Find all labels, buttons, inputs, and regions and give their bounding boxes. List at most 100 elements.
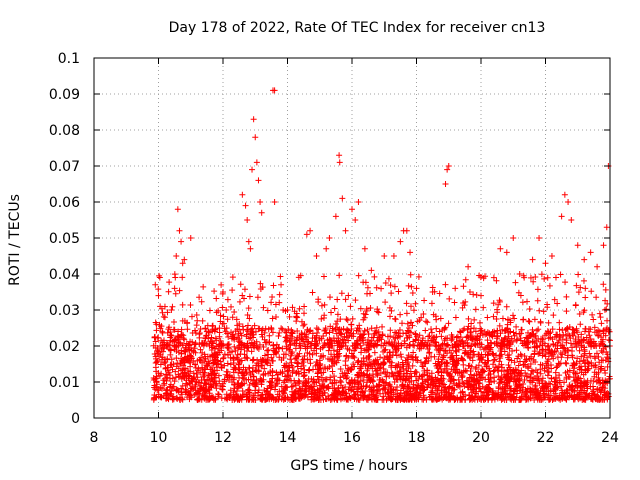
data-point	[585, 340, 592, 347]
data-point	[571, 365, 578, 372]
data-point	[320, 377, 327, 384]
data-point	[299, 392, 306, 399]
y-axis-label: ROTI / TECUs	[7, 194, 23, 286]
data-point	[197, 346, 204, 353]
data-point	[233, 316, 240, 323]
data-point	[340, 342, 347, 349]
data-point	[453, 334, 460, 341]
data-point	[415, 336, 422, 343]
data-point	[530, 331, 537, 338]
data-point	[424, 369, 431, 376]
data-point	[383, 340, 390, 347]
data-point	[166, 384, 173, 391]
data-point	[573, 344, 580, 351]
data-point	[544, 274, 551, 281]
data-point	[581, 387, 588, 394]
data-point	[445, 394, 452, 401]
data-point	[262, 325, 269, 332]
data-point	[176, 287, 183, 294]
data-point	[452, 362, 459, 369]
data-point	[360, 340, 367, 347]
data-point	[408, 353, 415, 360]
data-point	[556, 319, 563, 326]
data-point	[515, 289, 522, 296]
data-point	[172, 374, 179, 381]
data-point	[451, 299, 458, 306]
data-point	[541, 275, 548, 282]
data-point	[554, 300, 561, 307]
data-point	[484, 337, 491, 344]
data-point	[520, 316, 527, 323]
data-point	[511, 359, 518, 366]
data-point	[598, 338, 605, 345]
data-point	[596, 342, 603, 349]
data-point	[524, 364, 531, 371]
data-point	[314, 373, 321, 380]
data-point	[514, 355, 521, 362]
data-point	[499, 385, 506, 392]
data-point	[387, 396, 394, 403]
data-point	[527, 332, 534, 339]
data-point	[274, 376, 281, 383]
data-point	[494, 309, 501, 316]
data-point	[501, 348, 508, 355]
data-point	[167, 347, 174, 354]
x-ticks: 8 10 12 14 16 18 20 22 24	[90, 58, 619, 446]
data-point	[386, 349, 393, 356]
data-point	[368, 337, 375, 344]
data-point	[324, 337, 331, 344]
data-point	[498, 396, 505, 403]
data-point	[257, 199, 264, 205]
data-point	[269, 367, 276, 374]
data-point	[404, 354, 411, 361]
data-point	[172, 290, 179, 297]
data-point	[185, 391, 192, 398]
data-point	[410, 342, 417, 349]
data-point	[596, 310, 603, 317]
data-point	[484, 342, 491, 349]
data-point	[475, 368, 482, 375]
data-point	[581, 348, 588, 355]
data-point	[224, 296, 231, 303]
data-point	[268, 324, 275, 331]
data-point	[397, 311, 404, 318]
data-point	[456, 380, 463, 387]
data-point	[284, 384, 291, 391]
data-point	[282, 351, 289, 358]
data-point	[367, 290, 374, 297]
data-point	[517, 358, 524, 365]
data-point	[578, 363, 585, 370]
data-point	[452, 285, 459, 292]
data-point	[299, 336, 306, 343]
data-point	[592, 364, 599, 371]
data-point	[469, 335, 476, 342]
data-point	[345, 327, 352, 334]
data-point	[585, 360, 592, 367]
data-point	[254, 294, 261, 301]
data-point	[315, 326, 322, 333]
data-point	[294, 336, 301, 343]
data-point	[392, 316, 399, 323]
data-point	[574, 329, 581, 336]
data-point	[313, 350, 320, 357]
data-point	[515, 396, 522, 403]
data-point	[325, 393, 332, 400]
data-point	[217, 318, 224, 325]
data-point	[271, 87, 278, 94]
data-point	[354, 379, 361, 386]
data-point	[475, 380, 482, 387]
data-point	[210, 393, 217, 400]
data-point	[341, 333, 348, 340]
data-point	[535, 375, 542, 382]
data-point	[311, 342, 318, 349]
x-tick-label: 16	[343, 430, 361, 446]
data-point	[530, 368, 537, 375]
data-point	[272, 348, 279, 355]
data-point	[402, 395, 409, 402]
data-point	[229, 314, 236, 321]
data-point	[186, 352, 193, 359]
data-point	[244, 311, 251, 318]
data-point	[220, 313, 227, 320]
data-point	[556, 360, 563, 367]
data-point	[386, 372, 393, 379]
